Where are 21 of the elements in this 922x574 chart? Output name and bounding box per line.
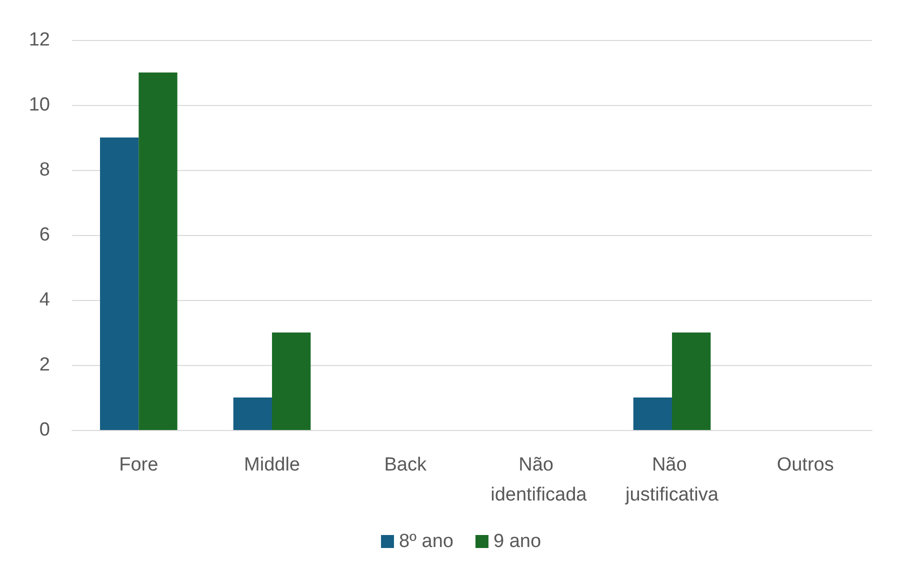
x-tick-label: Fore [119,454,158,476]
y-tick-label: 12 [28,30,50,50]
bar [138,72,178,430]
y-tick-label: 8 [39,160,50,180]
legend-label: 9 ano [493,531,542,552]
bar [672,332,711,430]
legend-label: 8º ano [398,531,454,552]
bar [633,398,672,430]
x-tick-label: Middle [244,454,300,476]
y-tick-label: 2 [39,354,50,376]
x-tick-label: Não identificada [490,454,588,506]
bar [272,332,311,430]
bar [100,138,139,430]
bar [233,398,272,430]
y-tick-label: 0 [39,420,50,440]
x-tick-label: Não justificativa [624,454,719,506]
y-tick-label: 6 [39,224,50,246]
y-tick-label: 10 [28,94,50,116]
x-tick-label: Outros [776,454,834,476]
x-tick-label: Back [384,454,427,476]
y-tick-label: 4 [39,290,50,310]
